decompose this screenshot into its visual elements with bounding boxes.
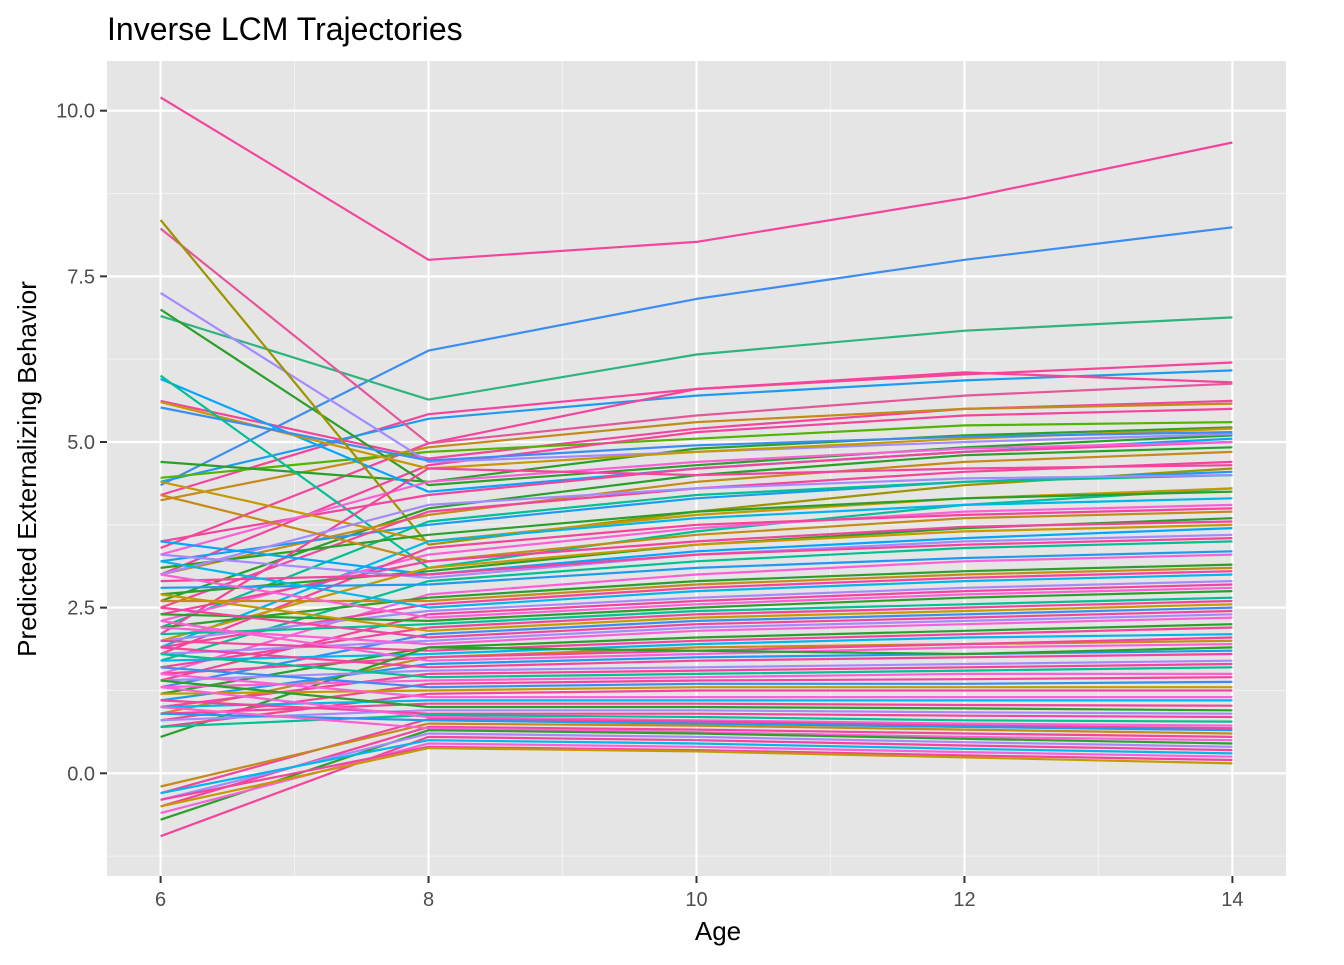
series-line-20 xyxy=(160,440,1233,543)
x-tick-label: 6 xyxy=(155,889,166,911)
series-line-69 xyxy=(160,662,1233,709)
chart-title: Inverse LCM Trajectories xyxy=(107,11,463,47)
series-line-72 xyxy=(160,676,1233,722)
series-line-13 xyxy=(159,308,1233,487)
series-line-61 xyxy=(160,633,1233,662)
series-line-92 xyxy=(160,739,1233,795)
series-line-86 xyxy=(160,722,1233,788)
series-line-1 xyxy=(160,96,1233,261)
series-line-11 xyxy=(160,426,1233,483)
series-line-57 xyxy=(160,613,1233,656)
series-line-37 xyxy=(160,520,1233,616)
x-tick-label: 12 xyxy=(953,889,975,911)
series-line-33 xyxy=(160,493,1233,563)
y-tick-label: 10.0 xyxy=(56,101,95,123)
series-line-91 xyxy=(160,735,1233,838)
series-line-53 xyxy=(160,599,1233,669)
series-line-76 xyxy=(160,672,1233,699)
series-line-22 xyxy=(160,450,1233,576)
series-line-74 xyxy=(160,686,1233,695)
y-tick-label: 0.0 xyxy=(67,763,95,785)
series-line-64 xyxy=(160,619,1233,662)
series-line-95 xyxy=(160,746,1233,808)
series-line-89 xyxy=(160,729,1233,821)
series-line-19 xyxy=(159,374,1233,570)
series-line-48 xyxy=(160,580,1233,642)
series-line-9 xyxy=(160,402,1233,502)
series-line-94 xyxy=(160,745,1233,801)
x-axis: 6 8 10 12 14 xyxy=(155,876,1244,911)
series-line-55 xyxy=(160,606,1233,689)
series-line-12 xyxy=(160,407,1233,576)
series-line-49 xyxy=(160,583,1233,682)
series-line-6 xyxy=(160,371,1233,550)
x-axis-title: Age xyxy=(695,916,741,946)
series-lines xyxy=(159,96,1233,838)
series-line-73 xyxy=(160,666,1233,689)
x-tick-label: 8 xyxy=(423,889,434,911)
series-line-42 xyxy=(160,550,1233,589)
series-line-45 xyxy=(160,566,1233,603)
series-line-79 xyxy=(160,679,1233,712)
series-line-41 xyxy=(160,537,1233,583)
series-line-88 xyxy=(160,705,1233,742)
series-line-87 xyxy=(160,725,1233,808)
series-line-75 xyxy=(160,689,1233,728)
series-line-23 xyxy=(160,440,1233,556)
y-tick-label: 2.5 xyxy=(67,598,95,620)
series-line-67 xyxy=(160,646,1233,738)
x-tick-label: 14 xyxy=(1221,889,1243,911)
series-line-2 xyxy=(160,226,1233,487)
series-line-70 xyxy=(160,652,1233,679)
y-tick-label: 5.0 xyxy=(67,432,95,454)
y-axis: 0.0 2.5 5.0 7.5 10.0 xyxy=(56,101,107,785)
x-tick-label: 10 xyxy=(685,889,707,911)
series-line-7 xyxy=(159,227,1233,445)
series-line-66 xyxy=(160,646,1233,669)
series-line-44 xyxy=(160,563,1233,629)
series-line-36 xyxy=(160,527,1233,576)
series-line-80 xyxy=(160,709,1233,722)
y-tick-label: 7.5 xyxy=(67,266,95,288)
series-line-81 xyxy=(160,699,1233,719)
series-line-58 xyxy=(160,616,1233,646)
series-line-10 xyxy=(160,421,1233,479)
series-line-51 xyxy=(160,573,1233,619)
series-line-77 xyxy=(160,699,1233,709)
series-line-83 xyxy=(160,686,1233,727)
series-line-17 xyxy=(160,406,1233,462)
series-line-85 xyxy=(160,712,1233,732)
series-line-29 xyxy=(160,464,1233,636)
series-line-34 xyxy=(160,507,1233,656)
series-line-56 xyxy=(160,606,1233,639)
series-line-30 xyxy=(160,474,1233,576)
series-line-90 xyxy=(160,732,1233,801)
series-line-28 xyxy=(160,490,1233,569)
series-line-47 xyxy=(160,560,1233,609)
series-line-54 xyxy=(160,593,1233,632)
series-line-71 xyxy=(160,672,1233,689)
y-axis-title: Predicted Externalizing Behavior xyxy=(12,281,42,657)
series-line-25 xyxy=(160,474,1233,629)
series-line-68 xyxy=(160,659,1233,682)
